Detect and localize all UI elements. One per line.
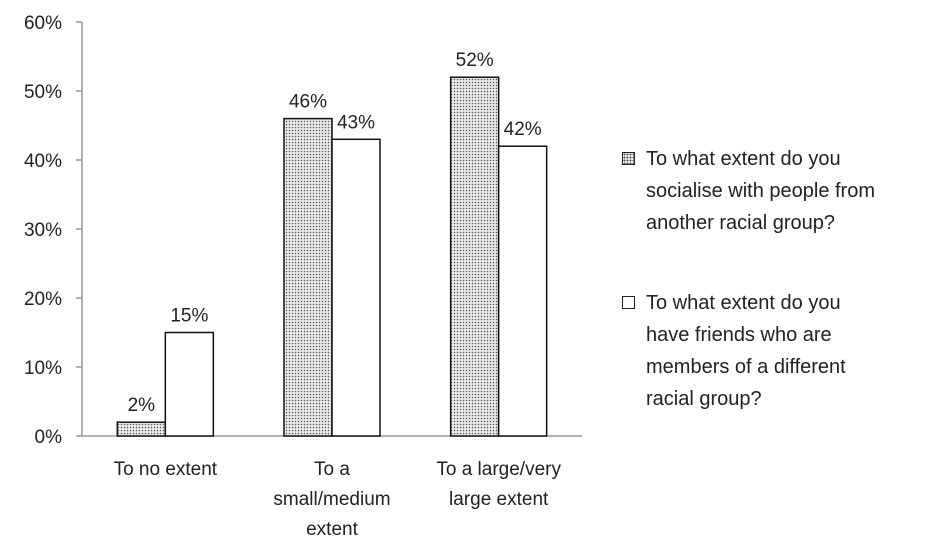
legend-text-line: To what extent do you [646, 292, 841, 314]
legend-text-line: members of a different [646, 356, 846, 378]
legend-item-series1: To what extent do you socialise with peop… [622, 143, 875, 239]
y-tick-label: 50% [24, 82, 62, 103]
legend-text-line: another racial group? [646, 212, 836, 234]
bar-chart: 0% 10% 20% 30% 40% 50% 60% 2% 15% To no extent 46… [24, 13, 582, 540]
y-tick-label: 30% [24, 220, 62, 241]
legend-item-series2: To what extent do you have friends who ar… [622, 287, 846, 415]
legend-swatch [622, 152, 635, 165]
data-label: 2% [128, 395, 156, 416]
legend-text-line: have friends who are [646, 324, 832, 346]
data-label: 46% [289, 92, 327, 113]
data-label: 43% [337, 112, 375, 133]
data-label: 52% [456, 50, 494, 71]
legend-text-line: To what extent do you [646, 148, 841, 170]
bar-series2-3 [497, 145, 548, 437]
y-tick-label: 60% [24, 13, 62, 34]
bar-series1-1 [116, 421, 167, 437]
data-label: 15% [170, 306, 208, 327]
legend-text-line: racial group? [646, 388, 762, 410]
bar-series2-2 [331, 138, 381, 437]
legend-swatch [622, 296, 635, 309]
bar-series1-2 [283, 117, 333, 437]
legend-text-line: socialise with people from [646, 180, 875, 202]
bar-series1-3 [449, 76, 500, 437]
x-category-label: To a small/medium extent [273, 459, 390, 540]
y-tick-label: 20% [24, 289, 62, 310]
y-tick-label: 40% [24, 151, 62, 172]
y-tick-label: 10% [24, 358, 62, 379]
data-label: 42% [504, 119, 542, 140]
bar-series2-1 [164, 331, 215, 437]
x-category-label: To a large/very large extent [436, 459, 561, 510]
y-tick-label: 0% [35, 427, 63, 448]
x-category-label: To no extent [114, 459, 218, 480]
